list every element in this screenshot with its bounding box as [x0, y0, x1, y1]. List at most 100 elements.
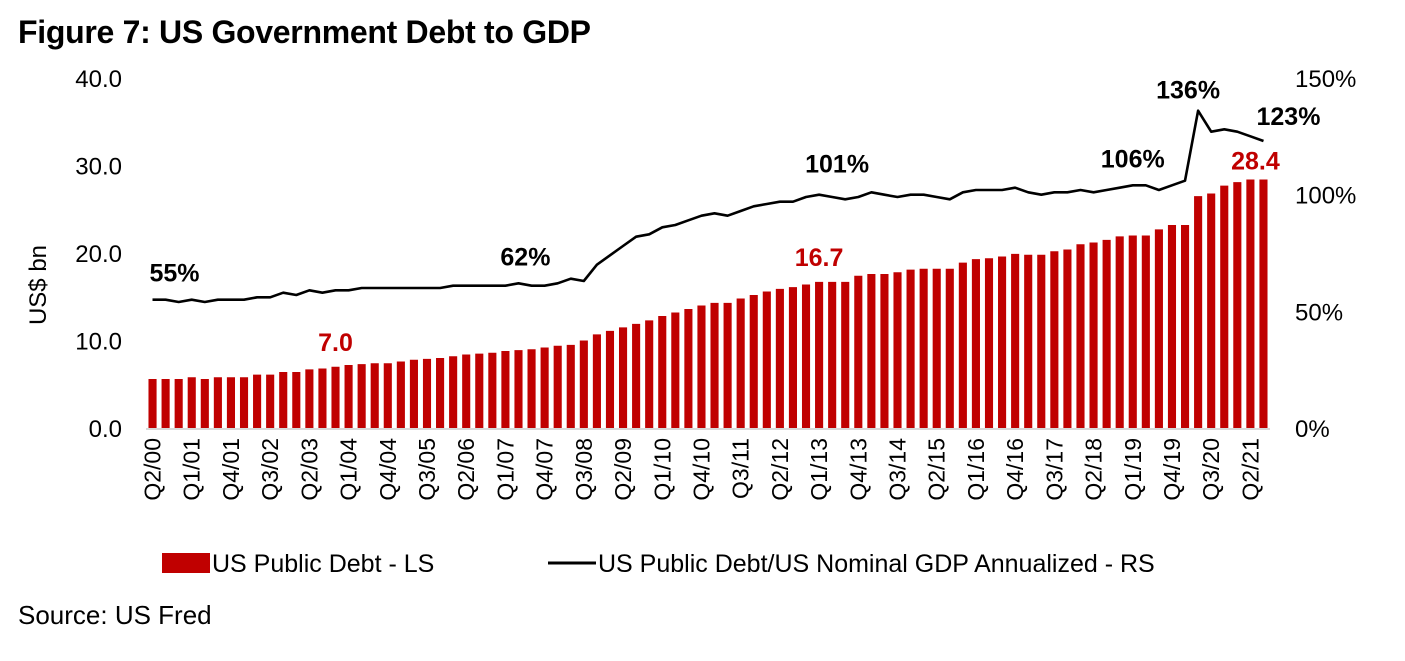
- bar-Q4-08: [592, 334, 601, 428]
- x-tick-label: Q1/07: [492, 438, 518, 501]
- bar-Q4-11: [749, 295, 758, 428]
- bar-series: [148, 179, 1268, 428]
- bar-Q1-15: [919, 268, 928, 428]
- data-label-ratio: 62%: [500, 244, 550, 272]
- bar-Q4-17: [1063, 249, 1072, 428]
- x-tick-label: Q1/04: [336, 438, 362, 501]
- bar-Q1-04: [344, 365, 353, 428]
- x-tick-label: Q4/13: [845, 438, 871, 501]
- bar-Q3-09: [632, 323, 641, 428]
- data-label-ratio: 106%: [1101, 145, 1165, 173]
- x-tick-label: Q2/09: [610, 438, 636, 501]
- bar-Q3-12: [788, 287, 798, 428]
- bar-Q3-01: [213, 377, 222, 428]
- bar-Q2-05: [409, 359, 418, 428]
- bar-Q4-09: [645, 320, 654, 428]
- bar-Q3-14: [893, 272, 902, 428]
- bar-Q2-09: [618, 327, 628, 428]
- bar-Q4-04: [383, 363, 392, 428]
- x-tick-label: Q2/06: [453, 438, 479, 501]
- x-axis-ticks: Q2/00 Q1/01 Q4/01 Q3/02 Q2/03 Q1/04 Q4/04 Q3/05…: [140, 438, 1264, 501]
- bar-Q4-03: [331, 366, 340, 428]
- bar-Q2-00: [148, 379, 157, 428]
- y-tick-right: 0%: [1295, 416, 1330, 443]
- bar-Q1-21: [1233, 182, 1242, 428]
- ratio-line: [152, 109, 1264, 304]
- x-tick-label: Q2/00: [140, 438, 166, 501]
- bar-Q2-16: [984, 258, 994, 428]
- bar-Q2-13: [828, 281, 837, 428]
- x-tick-label: Q4/01: [218, 438, 244, 501]
- bar-Q2-10: [671, 312, 680, 428]
- bar-Q2-06: [462, 354, 471, 428]
- x-tick-label: Q3/05: [414, 438, 440, 501]
- x-tick-label: Q4/04: [375, 438, 401, 501]
- bar-Q3-00: [161, 379, 170, 428]
- data-label-debt: 16.7: [795, 244, 844, 272]
- chart: 0.0 10.0 20.0 30.0 40.0 0% 50% 100% 150% US$ bn…: [25, 66, 1356, 578]
- left-axis: 0.0 10.0 20.0 30.0 40.0: [75, 66, 122, 443]
- x-tick-label: Q1/16: [963, 438, 989, 501]
- data-label-ratio: 136%: [1156, 77, 1220, 105]
- legend-label-debt: US Public Debt - LS: [212, 550, 434, 578]
- x-tick-label: Q1/10: [649, 438, 675, 501]
- x-tick-label: Q4/07: [532, 438, 558, 501]
- y-tick-left: 0.0: [89, 416, 122, 443]
- bar-Q1-09: [605, 330, 615, 428]
- bar-Q1-05: [396, 361, 405, 428]
- bar-Q4-00: [174, 379, 183, 428]
- line-series: [152, 109, 1264, 304]
- y-tick-right: 100%: [1295, 183, 1356, 210]
- y-tick-right: 150%: [1295, 66, 1356, 93]
- legend: US Public Debt - LS US Public Debt/US No…: [162, 550, 1155, 578]
- x-tick-label: Q4/10: [688, 438, 714, 501]
- bar-Q4-06: [488, 352, 497, 428]
- y-tick-left: 10.0: [75, 329, 122, 356]
- bar-Q2-11: [723, 302, 732, 428]
- bar-Q1-19: [1128, 235, 1137, 428]
- x-tick-label: Q4/16: [1002, 438, 1028, 501]
- bar-Q2-17: [1037, 254, 1046, 428]
- bar-Q3-18: [1102, 239, 1111, 428]
- bar-Q1-10: [658, 316, 667, 428]
- bar-Q1-08: [553, 345, 562, 428]
- bar-Q3-21: [1259, 179, 1268, 428]
- bar-Q3-13: [841, 281, 850, 428]
- data-label-debt: 7.0: [318, 329, 353, 357]
- annotations: 55% 62% 101% 106% 136% 123% 7.0 16.7 28.4: [150, 77, 1321, 357]
- data-label-debt: 28.4: [1231, 148, 1280, 176]
- chart-title: Figure 7: US Government Debt to GDP: [18, 14, 591, 50]
- bar-Q2-08: [566, 344, 575, 428]
- data-label-ratio: 123%: [1256, 103, 1320, 131]
- bar-Q1-01: [187, 377, 196, 428]
- bar-Q3-10: [684, 309, 693, 428]
- x-tick-label: Q2/03: [296, 438, 322, 501]
- bar-Q2-21: [1246, 179, 1255, 428]
- bar-Q2-19: [1141, 235, 1150, 428]
- data-label-ratio: 55%: [150, 260, 200, 288]
- bar-Q2-20: [1194, 196, 1203, 428]
- bar-Q3-03: [318, 368, 327, 428]
- bar-Q1-18: [1076, 244, 1085, 428]
- bar-Q4-01: [226, 377, 236, 428]
- bar-Q1-02: [239, 377, 249, 428]
- bar-Q4-18: [1115, 236, 1124, 428]
- bar-Q4-20: [1220, 185, 1229, 428]
- x-tick-label: Q4/19: [1159, 438, 1185, 501]
- bar-Q3-06: [475, 353, 484, 428]
- bar-Q2-02: [253, 374, 262, 428]
- y-axis-label-left: US$ bn: [25, 245, 52, 325]
- x-tick-label: Q2/21: [1237, 438, 1263, 501]
- x-tick-label: Q3/08: [571, 438, 597, 501]
- bar-Q2-12: [775, 288, 784, 428]
- y-tick-left: 30.0: [75, 154, 122, 181]
- x-tick-label: Q2/18: [1081, 438, 1107, 501]
- bar-Q4-16: [1011, 253, 1020, 428]
- x-tick-label: Q3/02: [257, 438, 283, 501]
- bar-Q1-16: [971, 259, 980, 428]
- bar-Q3-11: [736, 298, 745, 428]
- data-label-ratio: 101%: [805, 151, 869, 179]
- bar-Q1-03: [292, 372, 301, 428]
- bar-Q3-07: [527, 349, 536, 428]
- bar-Q1-06: [449, 356, 458, 428]
